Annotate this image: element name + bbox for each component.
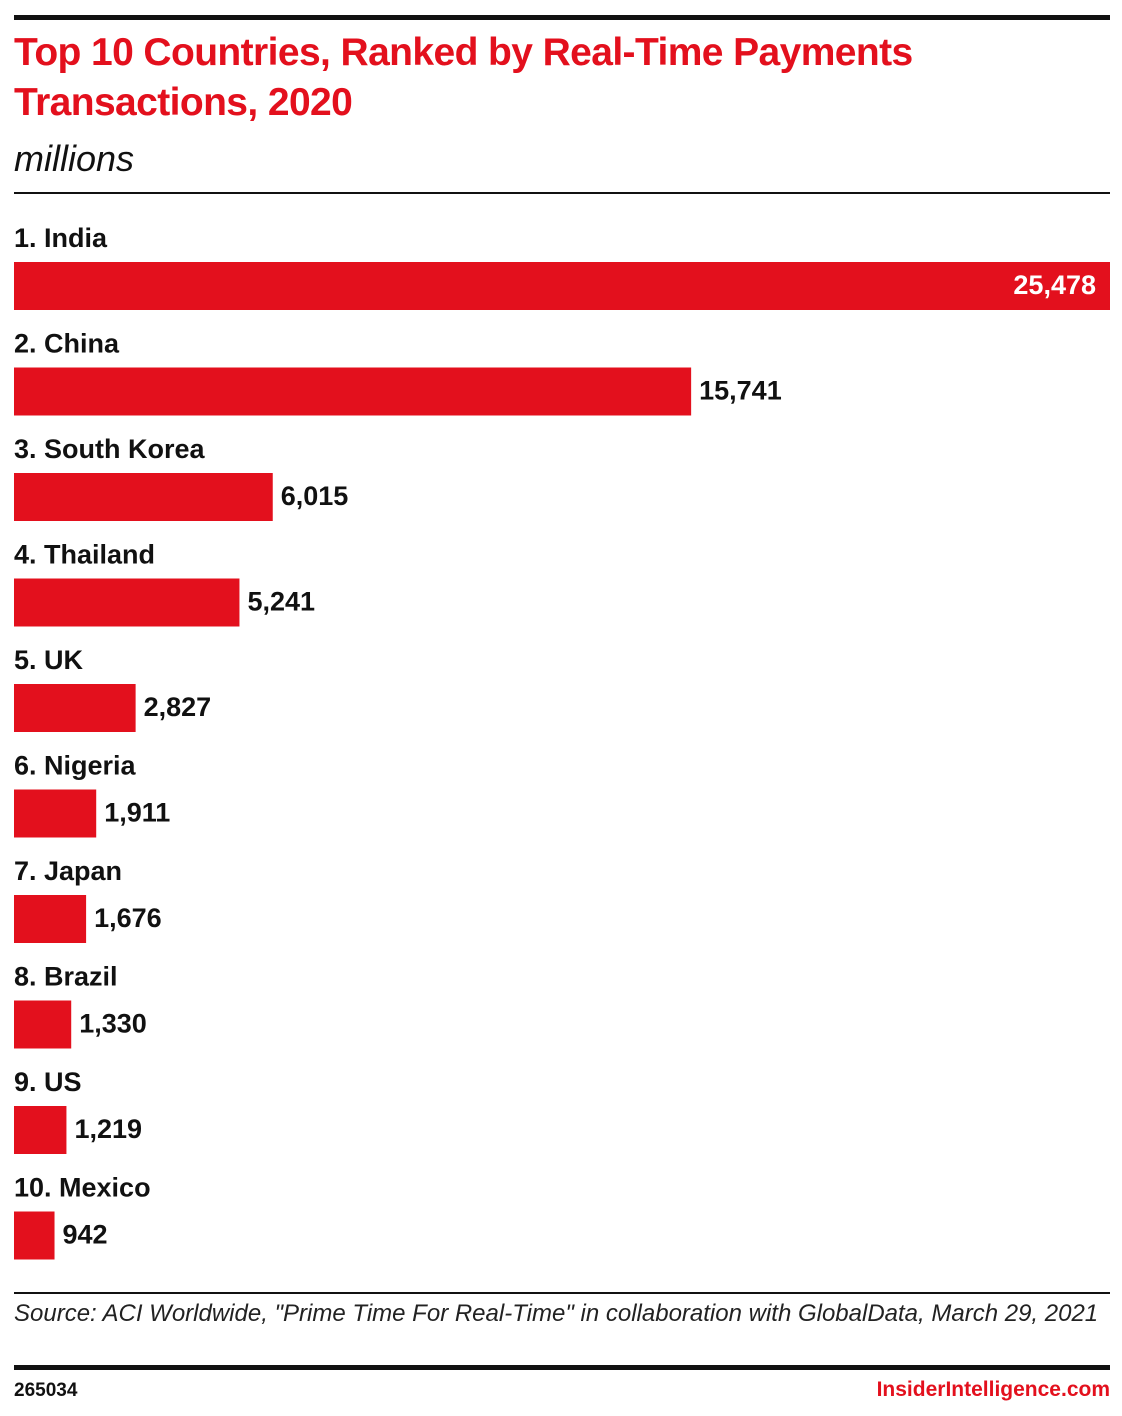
- category-label: 7. Japan: [14, 856, 122, 886]
- bar: [14, 789, 97, 838]
- value-label: 1,219: [74, 1114, 142, 1144]
- value-label: 2,827: [144, 692, 212, 722]
- header-rule: [14, 192, 1110, 194]
- value-label: 25,478: [1013, 270, 1096, 300]
- category-label: 5. UK: [14, 645, 84, 675]
- bar: [14, 367, 692, 416]
- category-label: 8. Brazil: [14, 962, 118, 992]
- bar: [14, 578, 240, 627]
- chart-subtitle: millions: [14, 138, 135, 179]
- category-label: 3. South Korea: [14, 434, 206, 464]
- bar: [14, 473, 273, 521]
- source-note: Source: ACI Worldwide, "Prime Time For R…: [14, 1300, 1099, 1327]
- value-label: 5,241: [247, 587, 315, 617]
- bottom-rule: [14, 1365, 1110, 1370]
- top-rule: [14, 15, 1110, 20]
- chart-id: 265034: [14, 1380, 78, 1401]
- brand: InsiderIntelligence.com: [876, 1378, 1110, 1401]
- category-label: 10. Mexico: [14, 1173, 151, 1203]
- value-label: 1,330: [79, 1009, 147, 1039]
- bar: [14, 684, 136, 732]
- value-label: 942: [63, 1220, 108, 1250]
- category-label: 9. US: [14, 1067, 82, 1097]
- category-label: 4. Thailand: [14, 540, 155, 570]
- bar: [14, 1000, 72, 1049]
- category-label: 2. China: [14, 329, 120, 359]
- value-label: 1,676: [94, 903, 162, 933]
- bar: [14, 1211, 55, 1260]
- value-label: 15,741: [699, 376, 782, 406]
- bar: [14, 262, 1110, 310]
- category-label: 1. India: [14, 223, 108, 253]
- bar: [14, 1106, 67, 1154]
- bar: [14, 895, 87, 943]
- value-label: 6,015: [281, 481, 349, 511]
- footer-rule: [14, 1292, 1110, 1294]
- chart-title: Top 10 Countries, Ranked by Real-Time Pa…: [14, 31, 913, 124]
- category-label: 6. Nigeria: [14, 751, 137, 781]
- value-label: 1,911: [104, 798, 170, 828]
- chart: 1. India 25,478 2. China 15,741 3. South Kor…: [14, 223, 1110, 1260]
